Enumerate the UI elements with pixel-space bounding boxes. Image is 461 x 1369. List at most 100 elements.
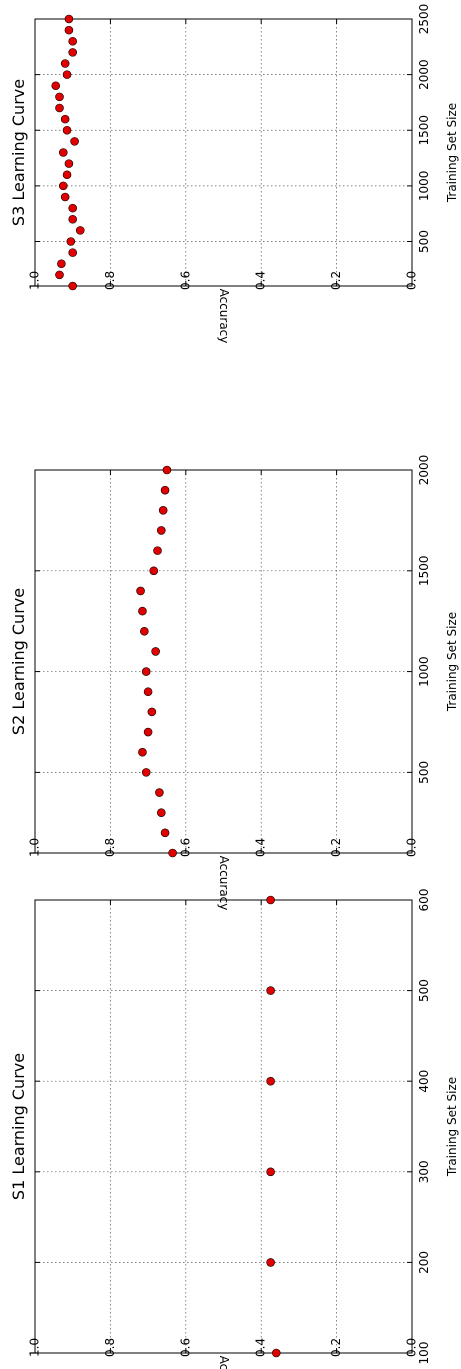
y-axis-title: Accuracy [217, 1356, 231, 1369]
tick-label-accuracy: 0.6 [178, 271, 192, 290]
tick-label-accuracy: 0.2 [329, 838, 343, 857]
chart-panel-2: 0.0 0.2 0.4 0.6 0.8 1.0 500 1000 1500 2000 Trainin… [9, 455, 459, 911]
data-point [68, 248, 77, 257]
data-point [58, 148, 68, 157]
chart-panel-3: 0.0 0.2 0.4 0.6 0.8 1.0 500 1000 1500 2000 2500 Tra… [9, 4, 459, 344]
data-point [149, 566, 159, 576]
data-point [68, 214, 77, 224]
data-point [140, 626, 149, 636]
tick-label-size: 1000 [417, 171, 431, 202]
data-point [55, 270, 64, 280]
tick-label-accuracy: 0.2 [329, 271, 343, 290]
chart-title: S3 Learning Curve [9, 79, 28, 226]
data-point [147, 707, 157, 717]
data-point [151, 647, 160, 656]
data-point [160, 485, 170, 495]
data-point [66, 237, 76, 246]
plot-frame [34, 18, 413, 287]
data-point [266, 895, 275, 905]
data-point [68, 281, 77, 291]
data-point [143, 687, 153, 697]
tick-label-size: 1500 [417, 115, 431, 146]
data-point [266, 1167, 275, 1177]
tick-label-accuracy: 0.8 [103, 271, 117, 290]
y-axis-title: Accuracy [217, 856, 231, 911]
data-point [266, 1258, 275, 1267]
tick-label-accuracy: 1.0 [28, 271, 42, 290]
data-point [55, 103, 64, 113]
tick-label-accuracy: 0.6 [178, 838, 192, 857]
data-point [64, 25, 74, 35]
y-axis-title: Accuracy [217, 289, 231, 344]
tick-label-accuracy: 0.4 [254, 271, 268, 290]
data-point [153, 546, 162, 555]
tick-label-accuracy: 0.8 [103, 838, 117, 857]
chart-title: S2 Learning Curve [9, 588, 28, 735]
data-point [143, 727, 153, 737]
data-point [156, 808, 166, 817]
data-point [62, 70, 72, 79]
data-point [162, 465, 172, 475]
tick-label-accuracy: 1.0 [28, 838, 42, 857]
data-point [155, 788, 164, 797]
tick-label-accuracy: 0.2 [329, 1338, 343, 1357]
data-point [58, 181, 68, 191]
tick-label-accuracy: 0.8 [103, 1338, 117, 1357]
tick-label-accuracy: 1.0 [28, 1338, 42, 1357]
data-point [271, 1348, 281, 1358]
chart-title: S1 Learning Curve [9, 1053, 28, 1200]
data-point [60, 114, 70, 124]
data-point [60, 59, 70, 68]
x-axis-title: Training Set Size [445, 1077, 459, 1177]
tick-label-size: 1500 [417, 556, 431, 587]
tick-label-accuracy: 0.4 [254, 838, 268, 857]
data-point [168, 848, 177, 858]
plot-frame [34, 899, 413, 1354]
data-point [158, 506, 168, 515]
tick-label-accuracy: 0.0 [405, 1338, 419, 1357]
tick-label-size: 500 [417, 761, 431, 784]
tick-label-accuracy: 0.0 [405, 271, 419, 290]
data-point [138, 747, 147, 757]
data-point [266, 986, 275, 995]
tick-label-size: 500 [417, 230, 431, 253]
data-point [55, 92, 64, 102]
data-point [64, 159, 74, 168]
tick-label-size: 300 [417, 1160, 431, 1183]
data-point [68, 36, 77, 46]
tick-label-size: 2500 [417, 4, 431, 35]
tick-label-size: 1000 [417, 656, 431, 687]
data-point [70, 137, 79, 146]
data-point [266, 1076, 275, 1086]
data-point [51, 81, 61, 91]
data-point [136, 586, 145, 596]
data-point [141, 768, 151, 777]
chart-panel-1: 0.0 0.2 0.4 0.6 0.8 1.0 100 200 300 400 500 600 Trai… [9, 889, 459, 1369]
tick-label-size: 600 [417, 889, 431, 912]
data-point [64, 14, 74, 24]
tick-label-size: 2000 [417, 59, 431, 90]
x-axis-title: Training Set Size [445, 612, 459, 712]
tick-label-size: 2000 [417, 455, 431, 486]
tick-label-size: 500 [417, 979, 431, 1002]
data-point [156, 526, 166, 535]
data-point [141, 667, 151, 676]
tick-label-accuracy: 0.6 [178, 1338, 192, 1357]
data-point [62, 125, 72, 135]
plot-frame [34, 469, 413, 854]
x-axis-title: Training Set Size [445, 103, 459, 203]
data-point [57, 259, 66, 269]
tick-label-size: 200 [417, 1251, 431, 1274]
data-point [60, 192, 70, 202]
tick-label-accuracy: 0.0 [405, 838, 419, 857]
data-point [68, 48, 77, 57]
data-point [68, 203, 77, 213]
tick-label-accuracy: 0.4 [254, 1338, 268, 1357]
data-point [160, 828, 170, 838]
tick-label-size: 100 [417, 1342, 431, 1365]
data-point [138, 606, 147, 616]
data-point [62, 170, 72, 180]
data-point [75, 226, 85, 235]
tick-label-size: 400 [417, 1070, 431, 1093]
